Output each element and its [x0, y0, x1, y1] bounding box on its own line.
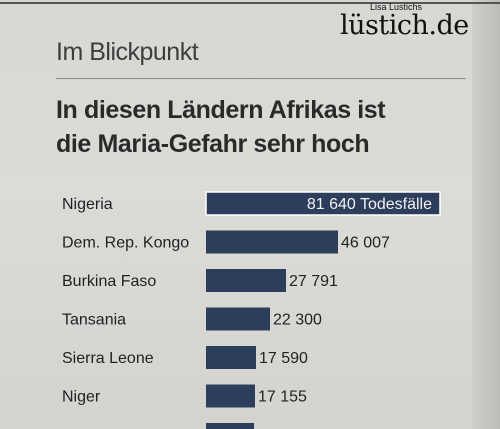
bar-4	[206, 346, 256, 369]
value-label-3: 22 300	[273, 312, 322, 329]
category-label-3: Tansania	[62, 312, 126, 329]
watermark-small-text: Lisa Lustichs	[370, 2, 423, 12]
watermark-logo: Lisa Lustichs lüstich.de	[340, 2, 500, 46]
value-label-4: 17 590	[259, 350, 308, 367]
bar-6	[206, 423, 254, 429]
section-kicker: Im Blickpunkt	[56, 38, 199, 66]
value-label-6: 16 733	[257, 427, 306, 429]
bar-2	[206, 269, 286, 292]
headline-line-2: die Maria-Gefahr sehr hoch	[56, 130, 370, 158]
category-label-5: Niger	[62, 389, 101, 406]
kicker-rule	[56, 78, 466, 79]
value-label-5: 17 155	[258, 389, 307, 406]
bar-3	[206, 307, 270, 331]
page-edge	[472, 0, 500, 429]
value-label-2: 27 791	[289, 273, 338, 290]
category-label-1: Dem. Rep. Kongo	[62, 235, 189, 252]
bar-1	[206, 230, 338, 254]
bar-5	[206, 384, 255, 408]
category-label-2: Burkina Faso	[62, 273, 156, 290]
value-label-0: 81 640 Todesfälle	[307, 196, 432, 213]
value-label-1: 46 007	[341, 235, 390, 252]
category-label-4: Sierra Leone	[62, 350, 154, 367]
top-rule	[0, 2, 500, 4]
category-label-0: Nigeria	[62, 196, 113, 213]
bar-0	[205, 191, 441, 216]
headline-line-1: In diesen Ländern Afrikas ist	[56, 96, 386, 124]
headline: In diesen Ländern Afrikas ist die Maria-…	[56, 93, 456, 161]
watermark-brand: lüstich.de	[340, 10, 469, 41]
